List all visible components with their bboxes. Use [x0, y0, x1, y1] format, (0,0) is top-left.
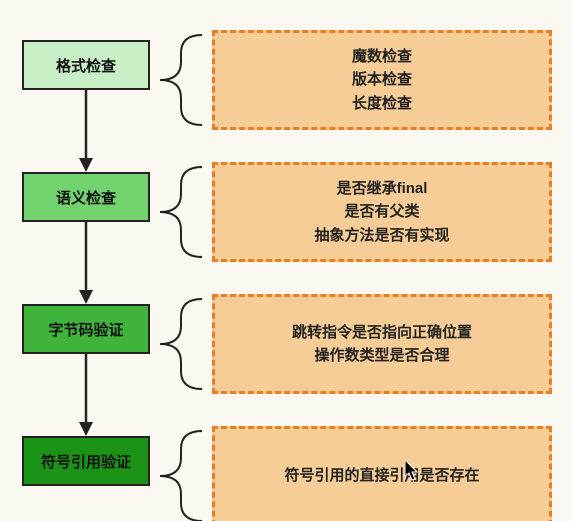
detail-line: 版本检查 [352, 68, 412, 91]
detail-line: 符号引用的直接引用是否存在 [284, 464, 479, 487]
detail-line: 跳转指令是否指向正确位置 [292, 321, 472, 344]
brace-2 [160, 299, 202, 389]
detail-line: 抽象方法是否有实现 [314, 224, 449, 247]
flowchart-canvas: 格式检查 魔数检查版本检查长度检查语义检查 是否继承final是否有父类抽象方法是否… [0, 0, 572, 521]
detail-line: 是否有父类 [344, 200, 419, 223]
step-label: 语义检查 [56, 187, 116, 208]
arrow-1 [74, 222, 98, 304]
brace-0 [160, 35, 202, 125]
detail-line: 长度检查 [352, 92, 412, 115]
detail-box-2: 跳转指令是否指向正确位置操作数类型是否合理 [212, 294, 552, 394]
step-label: 符号引用验证 [41, 451, 131, 472]
detail-box-1: 是否继承final是否有父类抽象方法是否有实现 [212, 162, 552, 262]
detail-box-3: 符号引用的直接引用是否存在 [212, 426, 552, 521]
step-label: 字节码验证 [48, 319, 123, 340]
arrow-0 [74, 90, 98, 172]
arrow-2 [74, 354, 98, 436]
detail-box-0: 魔数检查版本检查长度检查 [212, 30, 552, 130]
step-label: 格式检查 [56, 55, 116, 76]
step-box-1: 语义检查 [22, 172, 150, 222]
detail-line: 魔数检查 [352, 45, 412, 68]
step-box-2: 字节码验证 [22, 304, 150, 354]
step-box-0: 格式检查 [22, 40, 150, 90]
step-box-3: 符号引用验证 [22, 436, 150, 486]
detail-line: 操作数类型是否合理 [314, 344, 449, 367]
brace-3 [160, 431, 202, 521]
detail-line: 是否继承final [337, 177, 428, 200]
brace-1 [160, 167, 202, 257]
